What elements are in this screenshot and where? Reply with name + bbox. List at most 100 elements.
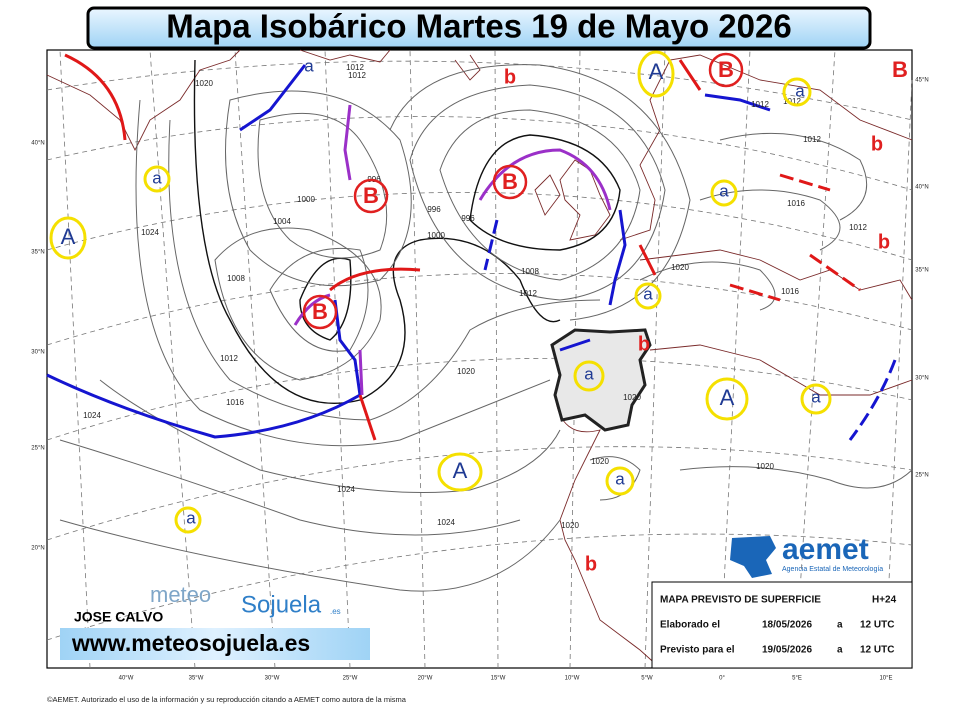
info-text: a <box>837 645 843 656</box>
isobar-label: 996 <box>461 214 475 223</box>
isobar-label: 1024 <box>437 518 455 527</box>
relative-high: a <box>304 56 314 75</box>
isobar-label: 1012 <box>519 289 537 298</box>
low-center: B <box>502 169 518 194</box>
isobar-label: 1024 <box>83 411 101 420</box>
lat-label: 40°N <box>915 185 928 191</box>
info-text: 18/05/2026 <box>762 620 812 631</box>
lat-label: 45°N <box>915 78 928 84</box>
isobar-label: 1012 <box>751 100 769 109</box>
isobar-label: 1016 <box>787 199 805 208</box>
isobar-label: 1020 <box>457 367 475 376</box>
isobar-label: 1008 <box>227 274 245 283</box>
lat-label: 20°N <box>31 546 44 552</box>
map-frame <box>46 49 913 669</box>
lat-label: 35°N <box>915 268 928 274</box>
lon-label: 5°E <box>792 676 802 682</box>
lat-label: 25°N <box>31 446 44 452</box>
relative-low: b <box>878 231 890 253</box>
isobar-label: 1012 <box>348 71 366 80</box>
info-text: 12 UTC <box>860 620 894 631</box>
brand-meteo: meteo <box>150 582 211 607</box>
lat-label: 25°N <box>915 473 928 479</box>
lat-label: 35°N <box>31 250 44 256</box>
relative-low: b <box>871 133 883 155</box>
isobar-label: 1016 <box>781 287 799 296</box>
lon-label: 5°W <box>641 676 653 682</box>
lon-label: 15°W <box>491 676 506 682</box>
isobar-label: 996 <box>427 205 441 214</box>
isobar-label: 1020 <box>561 521 579 530</box>
relative-high: a <box>795 81 805 100</box>
lon-label: 40°W <box>119 676 134 682</box>
high-center: A <box>720 385 735 410</box>
lat-label: 30°N <box>915 376 928 382</box>
isobar-label: 1012 <box>803 135 821 144</box>
isobar-label: 1012 <box>346 63 364 72</box>
aemet-subtitle: Agencia Estatal de Meteorología <box>782 566 883 573</box>
isobar-label: 1000 <box>427 231 445 240</box>
isobar-label: 1020 <box>671 263 689 272</box>
website-box <box>60 628 370 660</box>
info-text: Previsto para el <box>660 645 735 656</box>
lon-label: 30°W <box>265 676 280 682</box>
lat-label: 30°N <box>31 350 44 356</box>
info-text: Elaborado el <box>660 620 720 631</box>
copyright: ©AEMET. Autorizado el uso de la informac… <box>47 695 407 704</box>
relative-low: b <box>585 553 597 575</box>
low-center: B <box>718 57 734 82</box>
high-center: A <box>61 224 76 249</box>
isobar-label: 1020 <box>195 79 213 88</box>
info-text: MAPA PREVISTO DE SUPERFICIE <box>660 595 821 606</box>
title: Mapa Isobárico Martes 19 de Mayo 2026 <box>166 8 791 45</box>
lon-label: 10°W <box>565 676 580 682</box>
info-text: a <box>837 620 843 631</box>
graticule <box>46 49 913 669</box>
info-box-frame <box>651 581 913 669</box>
isobar-label: 1016 <box>226 398 244 407</box>
brand-suffix: .es <box>330 607 341 616</box>
title-banner <box>86 6 872 50</box>
relative-high: a <box>811 387 821 406</box>
brand-sojuela: Sojuela <box>241 591 322 618</box>
aemet-logo: aemet Agencia Estatal de Meteorología <box>730 533 883 578</box>
meteosojuela: meteo Sojuela .es JOSE CALVO www.meteoso… <box>60 582 370 660</box>
high-center: A <box>453 458 468 483</box>
high-center: A <box>649 59 664 84</box>
isobar-label: 1020 <box>756 462 774 471</box>
info-text: H+24 <box>872 595 897 606</box>
isobars <box>59 59 913 592</box>
isobar-label: 1020 <box>591 457 609 466</box>
relative-high: a <box>719 181 729 200</box>
relative-low: b <box>638 333 650 355</box>
lat-lon-labels: 40°N 35°N 30°N 25°N 20°N 45°N 40°N 35°N … <box>31 78 928 682</box>
info-text: 19/05/2026 <box>762 645 812 656</box>
low-center: B <box>892 57 908 82</box>
isobar-label: 1024 <box>141 228 159 237</box>
lon-label: 20°W <box>418 676 433 682</box>
isobar-label: 1012 <box>849 223 867 232</box>
relative-high: a <box>186 508 196 527</box>
website[interactable]: www.meteosojuela.es <box>71 630 310 656</box>
lon-label: 0° <box>719 676 725 682</box>
relative-high: a <box>584 364 594 383</box>
isobar-label: 1012 <box>220 354 238 363</box>
isobar-label: 1008 <box>521 267 539 276</box>
isobar-label: 1020 <box>623 393 641 402</box>
aemet-name: aemet <box>782 533 869 566</box>
low-center: B <box>312 299 328 324</box>
isobar-label: 1024 <box>337 485 355 494</box>
lon-label: 35°W <box>189 676 204 682</box>
isobar-label: 1012 <box>783 97 801 106</box>
relative-high: a <box>643 284 653 303</box>
fronts <box>46 53 897 441</box>
lon-label: 10°E <box>879 676 892 682</box>
info-box: MAPA PREVISTO DE SUPERFICIE H+24 Elabora… <box>651 581 913 669</box>
relative-low: b <box>504 66 516 88</box>
lon-label: 25°W <box>343 676 358 682</box>
isobar-label: 1004 <box>273 217 291 226</box>
info-text: 12 UTC <box>860 645 894 656</box>
relative-high: a <box>152 168 162 187</box>
